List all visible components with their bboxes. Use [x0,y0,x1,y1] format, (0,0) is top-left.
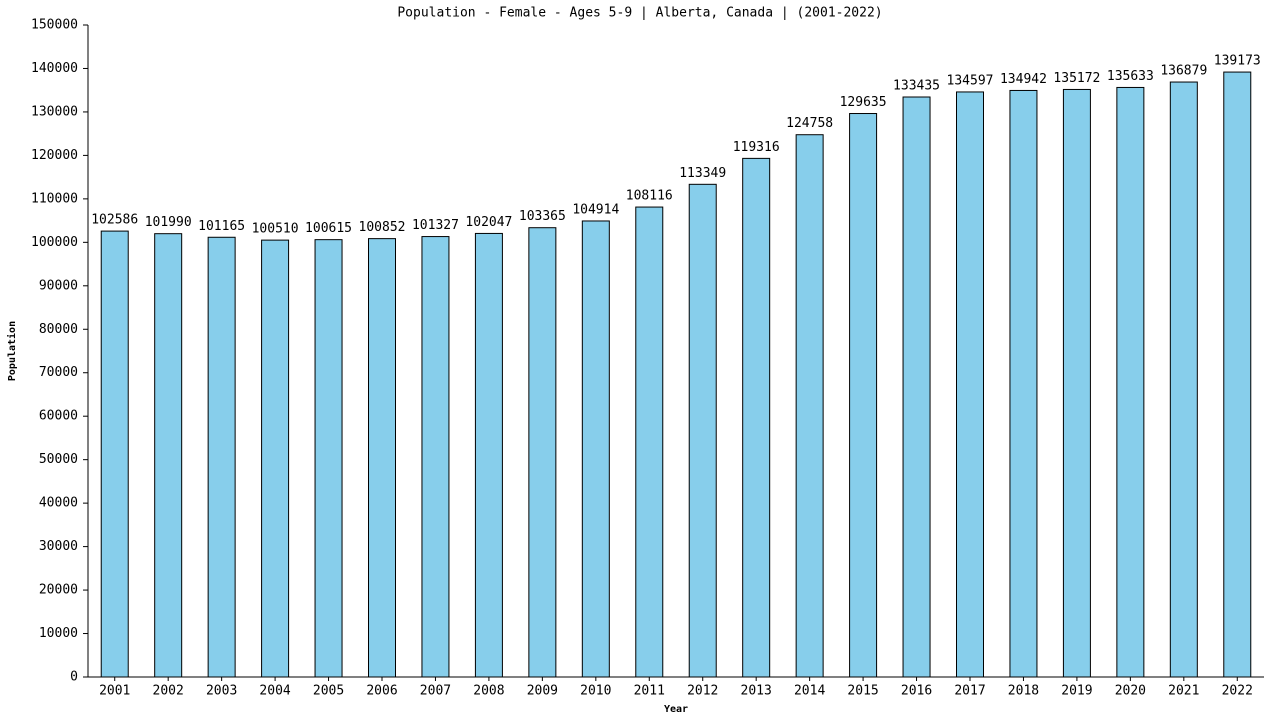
value-label: 135172 [1053,71,1100,86]
value-label: 135633 [1107,69,1154,84]
value-label: 139173 [1214,54,1261,69]
y-tick-label: 0 [70,670,78,685]
x-tick-label: 2016 [901,684,932,699]
value-label: 134597 [947,73,994,88]
bar [154,233,183,678]
x-tick-label: 2005 [313,684,344,699]
bar [368,238,396,678]
chart-title: Population - Female - Ages 5-9 | Alberta… [397,6,882,21]
bar [474,232,503,678]
value-label: 102586 [91,213,138,228]
y-axis-label: Population [6,321,18,381]
x-tick-label: 2010 [580,684,611,699]
bar [742,157,771,678]
value-label: 103365 [519,209,566,224]
x-tick-label: 2004 [259,684,290,699]
bar [1116,86,1145,678]
bar [261,239,290,678]
x-tick-label: 2011 [634,684,665,699]
x-tick-label: 2020 [1115,684,1146,699]
bar [1169,81,1198,678]
value-label: 113349 [679,166,726,181]
bar [1223,71,1252,678]
x-tick-label: 2002 [153,684,184,699]
y-tick-label: 60000 [39,409,78,424]
value-label: 102047 [465,215,512,230]
value-label: 100615 [305,221,352,236]
value-label: 129635 [840,95,887,110]
bar [421,236,450,678]
x-tick-label: 2013 [741,684,772,699]
y-tick-label: 50000 [39,452,78,467]
y-tick-label: 40000 [39,496,78,511]
x-tick-label: 2008 [473,684,504,699]
bar [849,113,878,678]
x-tick-label: 2015 [847,684,878,699]
y-tick-label: 80000 [39,322,78,337]
x-tick-label: 2022 [1222,684,1253,699]
x-tick-label: 2019 [1061,684,1092,699]
bar [1009,89,1038,678]
value-label: 119316 [733,140,780,155]
x-tick-label: 2003 [206,684,237,699]
value-label: 100852 [359,220,406,235]
x-axis-label: Year [664,704,688,715]
y-tick-label: 140000 [31,61,78,76]
value-label: 134942 [1000,72,1047,87]
value-label: 101327 [412,218,459,233]
x-tick-label: 2017 [954,684,985,699]
bar [100,230,129,678]
x-tick-label: 2018 [1008,684,1039,699]
x-tick-label: 2001 [99,684,130,699]
bar [688,183,717,678]
x-tick-label: 2012 [687,684,718,699]
value-label: 108116 [626,189,673,204]
value-label: 101990 [145,215,192,230]
bar [795,134,824,678]
value-label: 136879 [1160,64,1207,79]
x-tick-label: 2006 [366,684,397,699]
x-tick-label: 2014 [794,684,825,699]
y-tick-label: 70000 [39,365,78,380]
y-tick-label: 20000 [39,583,78,598]
bar [207,236,236,678]
value-label: 100510 [252,222,299,237]
y-tick-label: 110000 [31,191,78,206]
y-tick-label: 120000 [31,148,78,163]
y-tick-label: 90000 [39,278,78,293]
bar [314,239,343,678]
value-label: 104914 [572,202,619,217]
value-label: 101165 [198,219,245,234]
bar [902,96,931,678]
bar [956,91,984,678]
bar [581,220,610,678]
x-tick-label: 2009 [527,684,558,699]
y-tick-label: 100000 [31,235,78,250]
x-tick-label: 2007 [420,684,451,699]
x-tick-label: 2021 [1168,684,1199,699]
y-tick-label: 30000 [39,539,78,554]
bar [528,227,557,678]
value-label: 133435 [893,79,940,94]
bar [635,206,664,678]
y-tick-label: 150000 [31,18,78,33]
y-tick-label: 130000 [31,104,78,119]
bar [1062,88,1091,678]
y-tick-label: 10000 [39,626,78,641]
value-label: 124758 [786,116,833,131]
